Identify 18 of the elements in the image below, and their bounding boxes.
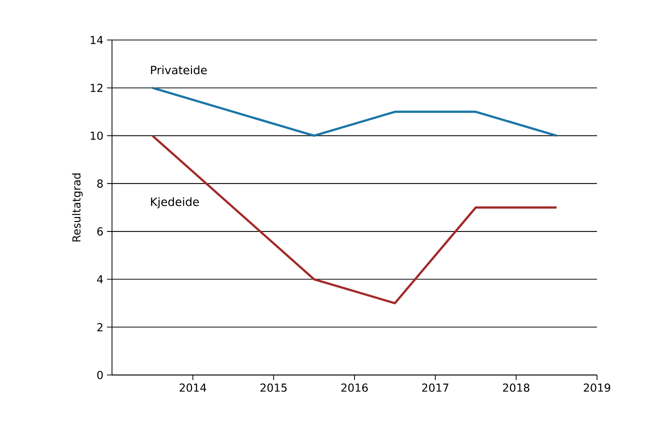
y-tick-label: 4 (97, 275, 103, 284)
y-tick-label: 12 (90, 84, 102, 92)
y-tick-label: 14 (90, 36, 103, 44)
x-tick-label: 2014 (180, 384, 206, 392)
x-tick-label: 2015 (260, 384, 287, 392)
line-series (151, 134, 558, 304)
series-label: Kjedeide (151, 197, 199, 208)
y-tick-label: 10 (90, 132, 103, 140)
x-tick-label: 2019 (584, 384, 610, 392)
y-tick-label: 0 (97, 370, 103, 380)
x-tick-label: 2017 (422, 384, 448, 392)
y-tick-label: 8 (97, 179, 103, 188)
series-label: Privateide (151, 65, 207, 74)
x-tick-label: 2018 (503, 384, 530, 392)
x-tick-label: 2016 (341, 384, 368, 392)
y-tick-label: 6 (97, 227, 103, 236)
y-axis-title: Resultatgrad (72, 173, 83, 242)
y-tick-label: 2 (97, 323, 102, 332)
